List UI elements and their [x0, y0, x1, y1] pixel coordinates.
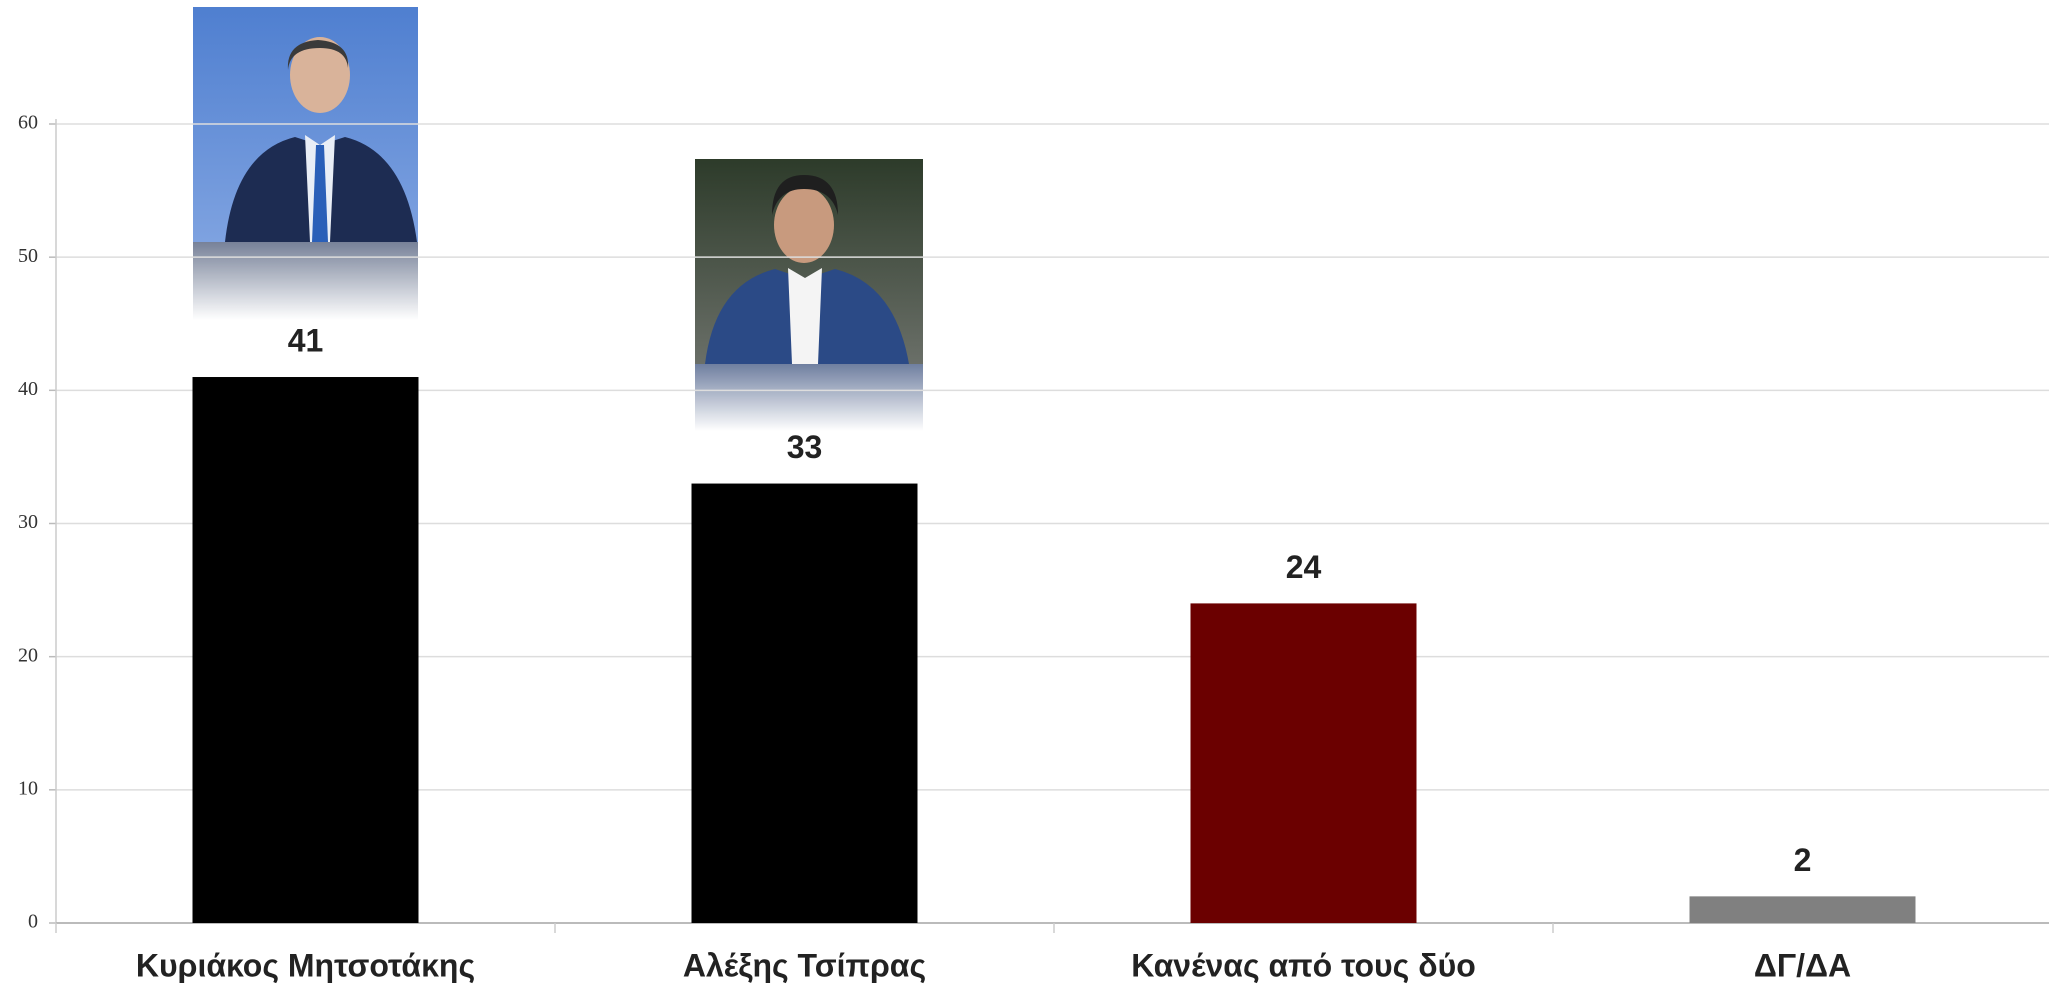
x-tick-label: Κανένας από τους δύο	[1131, 947, 1476, 983]
x-tick-label: Αλέξης Τσίπρας	[683, 947, 926, 983]
bar	[691, 483, 918, 923]
y-tick-label: 50	[18, 245, 38, 267]
bar	[192, 377, 419, 923]
value-label: 41	[288, 322, 324, 358]
value-label: 33	[787, 429, 823, 465]
photo-tsipras	[695, 159, 923, 431]
x-tick-label: ΔΓ/ΔΑ	[1754, 947, 1851, 983]
bar	[1190, 603, 1417, 923]
y-tick-label: 60	[18, 112, 38, 134]
y-tick-label: 40	[18, 378, 38, 400]
bar	[1689, 896, 1916, 923]
y-tick-label: 30	[18, 511, 38, 533]
y-tick-label: 20	[18, 644, 38, 666]
value-label: 24	[1286, 549, 1322, 585]
x-tick-label: Κυριάκος Μητσοτάκης	[136, 947, 475, 983]
photo-mitsotakis	[193, 7, 418, 320]
y-tick-label: 0	[28, 911, 38, 933]
value-label: 2	[1794, 842, 1812, 878]
y-tick-label: 10	[18, 777, 38, 799]
